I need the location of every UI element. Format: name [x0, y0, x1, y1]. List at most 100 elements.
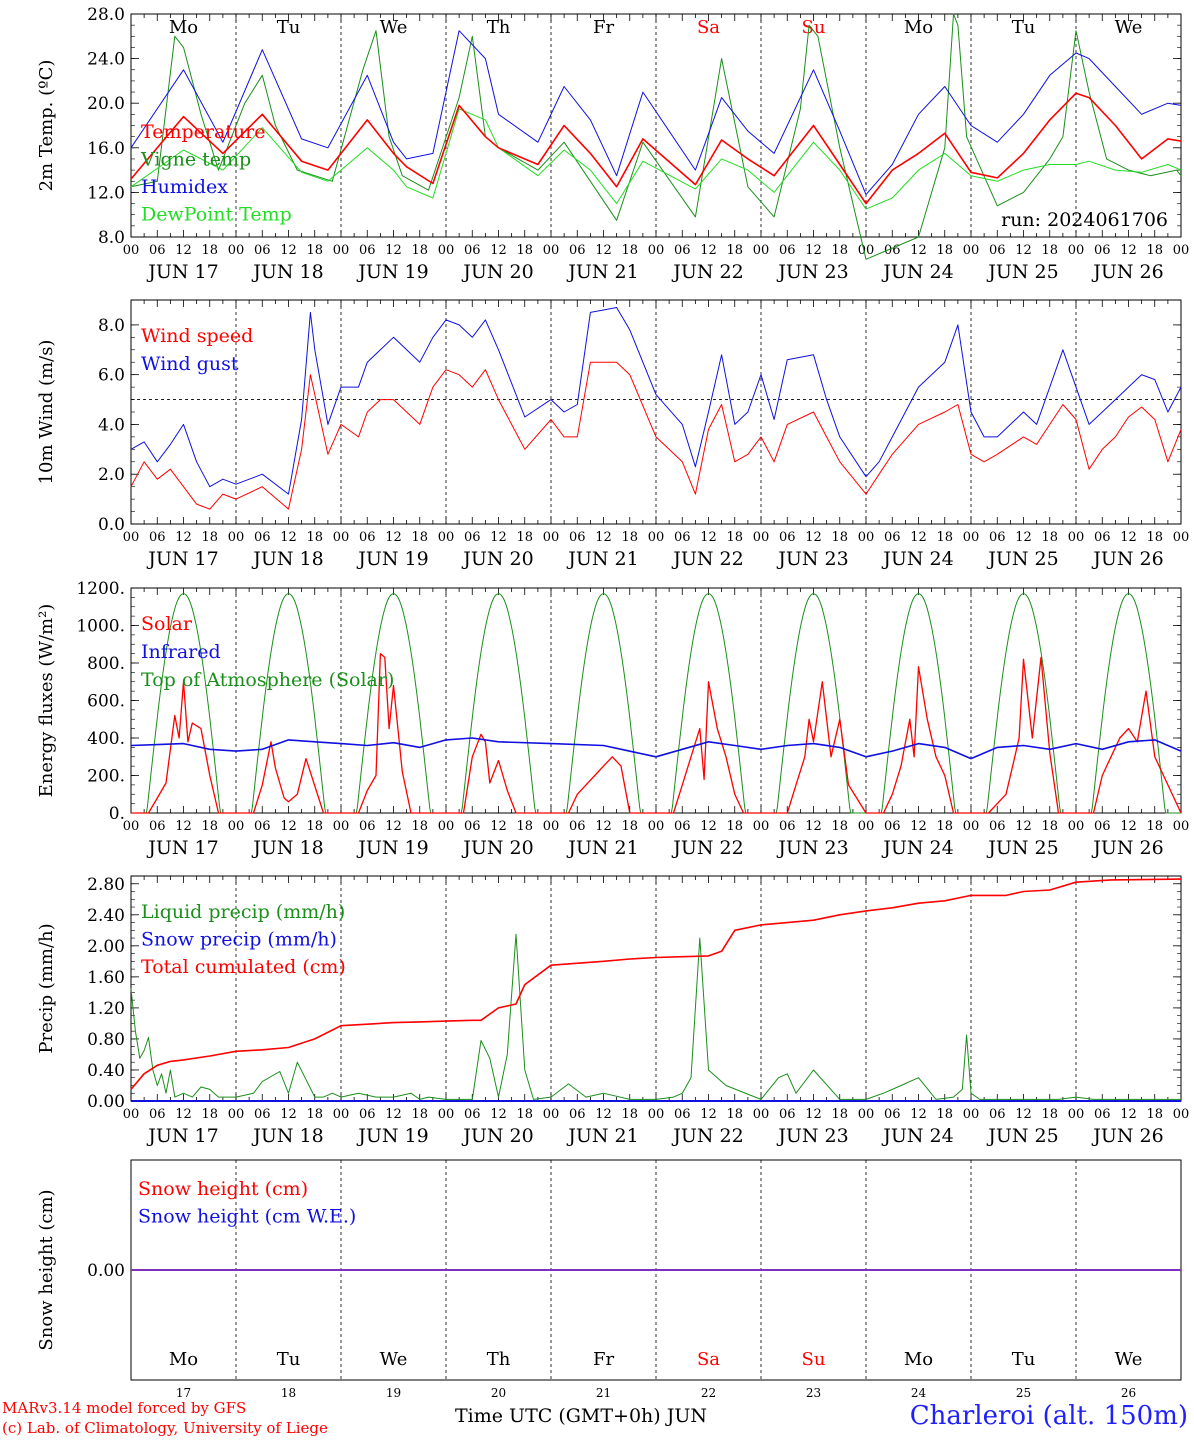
hour-tick-label: 06	[989, 1107, 1006, 1122]
date-label: JUN 21	[566, 1125, 638, 1147]
hour-tick-label: 12	[805, 1107, 822, 1122]
date-label: JUN 25	[986, 261, 1058, 283]
hour-tick-label: 18	[1146, 530, 1163, 545]
hour-tick-label: 12	[805, 530, 822, 545]
date-label: JUN 19	[356, 1125, 428, 1147]
series-infrared	[130, 737, 1182, 760]
hour-tick-label: 18	[936, 1107, 953, 1122]
hour-tick-label: 00	[543, 819, 560, 834]
weekday-label: Mo	[904, 17, 933, 38]
hour-tick-label: 06	[989, 819, 1006, 834]
hour-tick-label: 12	[700, 530, 717, 545]
hour-tick-label: 00	[438, 243, 455, 258]
hour-tick-label: 12	[385, 530, 402, 545]
weekday-label: We	[380, 17, 408, 38]
y-axis-title: 10m Wind (m/s)	[36, 340, 57, 485]
hour-tick-label: 00	[963, 243, 980, 258]
panel-2: 0.0 2.0 4.0 6.0 8.0 10m Wind (m/s) 00 06 12 18 JUN…	[36, 299, 1189, 570]
date-label: JUN 24	[881, 548, 953, 570]
hour-tick-label: 00	[963, 1107, 980, 1122]
hour-tick-label: 06	[359, 819, 376, 834]
series-total-cumulated	[130, 878, 1182, 1090]
hour-tick-label: 18	[831, 819, 848, 834]
hour-tick-label: 06	[1094, 243, 1111, 258]
date-label: JUN 22	[671, 548, 743, 570]
hour-tick-label: 18	[936, 243, 953, 258]
hour-tick-label: 00	[858, 243, 875, 258]
hour-tick-label: 00	[438, 819, 455, 834]
hour-tick-label: 12	[175, 1107, 192, 1122]
weekday-label: Tu	[1012, 17, 1036, 38]
hour-tick-label: 18	[936, 530, 953, 545]
weekday-label: Fr	[593, 1349, 614, 1370]
y-axis-title: Energy fluxes (W/m²)	[36, 604, 57, 798]
hour-tick-label: 00	[858, 530, 875, 545]
weekday-label: Mo	[169, 17, 198, 38]
y-tick-label: 2.40	[87, 906, 125, 926]
series-temperature	[130, 92, 1182, 205]
weekday-label: Fr	[593, 17, 614, 38]
hour-tick-label: 06	[674, 1107, 691, 1122]
hour-tick-label: 00	[438, 1107, 455, 1122]
hour-tick-label: 12	[385, 243, 402, 258]
day-number-label: 17	[176, 1386, 191, 1400]
y-tick-label: 20.0	[87, 94, 125, 114]
hour-tick-label: 12	[595, 819, 612, 834]
hour-tick-label: 06	[254, 1107, 271, 1122]
hour-tick-label: 18	[411, 819, 428, 834]
hour-tick-label: 12	[175, 243, 192, 258]
weekday-label: Tu	[1012, 1349, 1036, 1370]
hour-tick-label: 18	[516, 243, 533, 258]
hour-tick-label: 06	[779, 243, 796, 258]
y-tick-label: 1200.	[76, 579, 125, 599]
weekday-label: Mo	[904, 1349, 933, 1370]
hour-tick-label: 06	[674, 243, 691, 258]
y-tick-label: 0.0	[98, 515, 125, 535]
series-wind-gust	[130, 307, 1182, 495]
panel-3: 0. 200. 400. 600. 800. 1000. 1200. Energy fluxe…	[36, 579, 1189, 859]
hour-tick-label: 06	[254, 819, 271, 834]
series-wind-speed	[130, 361, 1182, 510]
day-number-label: 23	[806, 1386, 821, 1400]
hour-tick-label: 00	[858, 819, 875, 834]
hour-tick-label: 00	[438, 530, 455, 545]
hour-tick-label: 06	[779, 819, 796, 834]
hour-tick-label: 00	[333, 1107, 350, 1122]
hour-tick-label: 06	[464, 243, 481, 258]
hour-tick-label: 12	[385, 819, 402, 834]
series-solar	[131, 652, 1182, 814]
hour-tick-label: 18	[201, 819, 218, 834]
hour-tick-label: 12	[280, 530, 297, 545]
legend-entry: Solar	[141, 613, 193, 635]
hour-tick-label: 00	[963, 530, 980, 545]
hour-tick-label: 12	[595, 530, 612, 545]
hour-tick-label: 06	[884, 530, 901, 545]
hour-tick-label: 00	[333, 243, 350, 258]
hour-tick-label: 12	[1120, 819, 1137, 834]
day-number-label: 26	[1121, 1386, 1136, 1400]
hour-tick-label: 12	[1120, 1107, 1137, 1122]
hour-tick-label: 06	[989, 243, 1006, 258]
date-label: JUN 23	[776, 1125, 848, 1147]
hour-tick-label: 12	[1120, 530, 1137, 545]
hour-tick-label: 18	[411, 530, 428, 545]
hour-tick-label: 18	[516, 1107, 533, 1122]
date-label: JUN 17	[146, 548, 218, 570]
hour-tick-label: 12	[595, 243, 612, 258]
hour-tick-label: 06	[569, 530, 586, 545]
day-number-label: 22	[701, 1386, 716, 1400]
hour-tick-label: 18	[411, 1107, 428, 1122]
hour-tick-label: 06	[569, 819, 586, 834]
hour-tick-label: 06	[359, 243, 376, 258]
hour-tick-label: 18	[831, 1107, 848, 1122]
date-label: JUN 20	[461, 1125, 533, 1147]
hour-tick-label: 18	[1146, 243, 1163, 258]
date-label: JUN 22	[671, 261, 743, 283]
weekday-label: Sa	[697, 1349, 720, 1370]
hour-tick-label: 00	[333, 530, 350, 545]
date-label: JUN 23	[776, 837, 848, 859]
time-axis-label: Time UTC (GMT+0h) JUN	[455, 1405, 707, 1427]
hour-tick-label: 00	[228, 530, 245, 545]
y-tick-label: 2.00	[87, 937, 125, 957]
run-label: run: 2024061706	[1001, 209, 1168, 231]
